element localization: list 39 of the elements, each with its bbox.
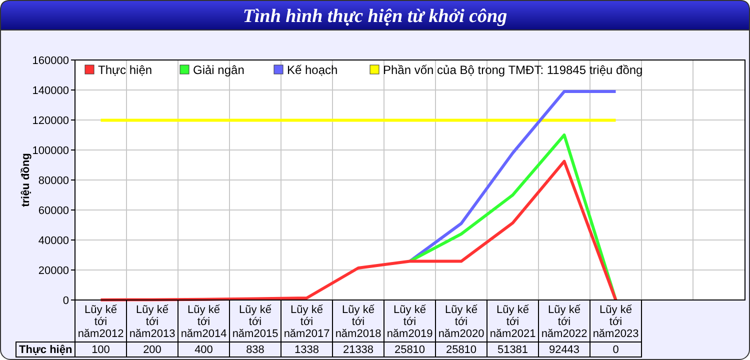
y-tick-label: 160000 xyxy=(32,55,69,67)
data-label: 838 xyxy=(246,344,264,356)
x-tick-label: Lũy kế tới năm2014 xyxy=(180,304,227,340)
y-axis-title: triệu đồng xyxy=(20,153,32,207)
data-label: 1338 xyxy=(294,344,319,356)
line-series xyxy=(408,134,618,302)
legend-label: Giải ngân xyxy=(193,63,244,77)
y-tick-label: 40000 xyxy=(38,235,69,247)
y-tick-label: 100000 xyxy=(32,145,69,157)
legend-label: Phần vốn của Bộ trong TMĐT: 119845 triệu đồng xyxy=(383,63,643,77)
y-tick-label: 20000 xyxy=(38,265,69,277)
x-tick-label: Lũy kế tới năm2022 xyxy=(541,304,588,340)
data-label: 92443 xyxy=(548,344,580,356)
x-tick-label: Lũy kế tới năm2021 xyxy=(490,304,536,340)
data-label: 25810 xyxy=(394,344,426,356)
data-label: 400 xyxy=(194,344,213,356)
x-tick-label: Lũy kế tới năm2013 xyxy=(129,304,176,340)
x-tick-label: Lũy kế tới năm2018 xyxy=(335,304,382,340)
x-tick-label: Lũy kế tới năm2015 xyxy=(232,304,278,340)
x-tick-label: Lũy kế tới năm2019 xyxy=(386,304,433,340)
data-label: 25810 xyxy=(446,344,477,356)
y-tick-label: 0 xyxy=(62,295,69,307)
y-tick-label: 140000 xyxy=(32,85,69,97)
y-tick-label: 60000 xyxy=(38,205,69,217)
legend-label: Kế hoạch xyxy=(287,63,338,77)
text: Thực hiện xyxy=(19,344,72,356)
x-tick-label: Lũy kế tới năm2020 xyxy=(438,304,484,340)
data-label: 21338 xyxy=(342,344,374,356)
y-tick-label: 120000 xyxy=(32,115,69,127)
chart-title: Tình hình thực hiện từ khởi công xyxy=(242,6,508,27)
data-label: 100 xyxy=(92,344,110,356)
legend-label: Thực hiện xyxy=(98,63,152,77)
data-label: 0 xyxy=(612,344,619,356)
x-tick-label: Lũy kế tới năm2012 xyxy=(78,304,124,340)
data-label: 200 xyxy=(143,344,162,356)
x-tick-label: Lũy kế tới năm2023 xyxy=(592,304,639,340)
y-tick-label: 80000 xyxy=(38,175,69,187)
x-tick-label: Lũy kế tới năm2017 xyxy=(284,304,330,340)
data-label: 51381 xyxy=(497,344,528,356)
